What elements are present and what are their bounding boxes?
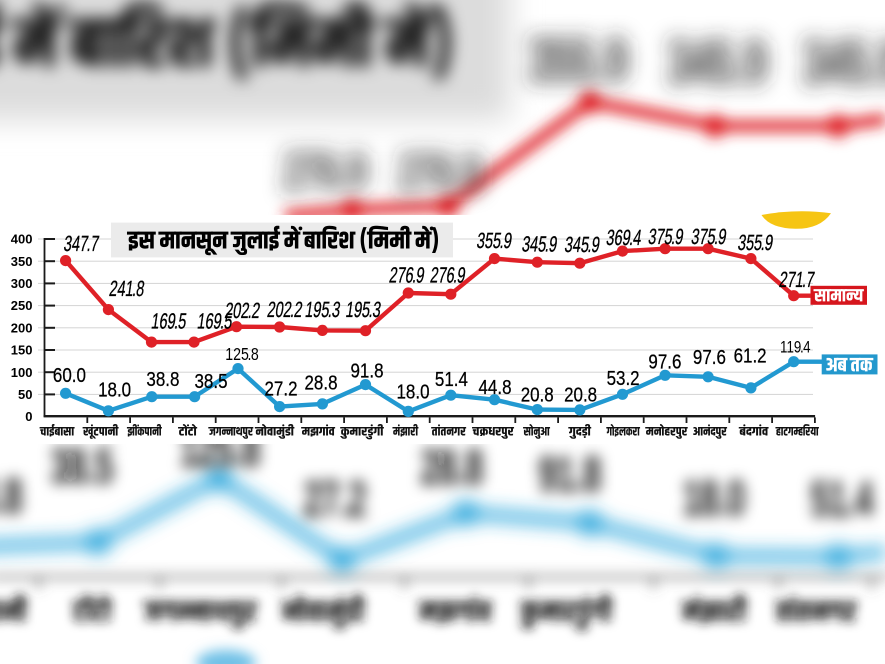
svg-text:400: 400 <box>11 232 33 247</box>
svg-text:51.4: 51.4 <box>435 367 468 390</box>
svg-text:91.8: 91.8 <box>539 446 601 502</box>
svg-text:345.9: 345.9 <box>521 232 559 257</box>
svg-text:20.8: 20.8 <box>564 383 597 406</box>
svg-text:375.9: 375.9 <box>690 224 728 249</box>
svg-text:27.2: 27.2 <box>304 471 366 527</box>
svg-text:51.4: 51.4 <box>811 471 874 527</box>
svg-text:38.8: 38.8 <box>146 367 179 390</box>
svg-text:355.9: 355.9 <box>528 26 627 97</box>
svg-text:38.5: 38.5 <box>194 370 227 393</box>
svg-text:8.8: 8.8 <box>0 468 22 524</box>
svg-text:276.9: 276.9 <box>429 263 467 288</box>
svg-text:347.7: 347.7 <box>62 231 100 256</box>
svg-text:355.9: 355.9 <box>736 230 774 255</box>
svg-text:53.2: 53.2 <box>607 367 640 390</box>
svg-text:169.5: 169.5 <box>196 309 234 334</box>
svg-text:0: 0 <box>25 409 32 424</box>
svg-text:350: 350 <box>11 254 33 269</box>
svg-text:18.0: 18.0 <box>98 378 131 401</box>
svg-text:202.2: 202.2 <box>223 298 261 323</box>
svg-text:369.4: 369.4 <box>605 225 643 250</box>
svg-text:250: 250 <box>11 298 33 313</box>
svg-text:91.8: 91.8 <box>350 359 383 382</box>
svg-text:27.2: 27.2 <box>264 377 297 400</box>
svg-text:195.3: 195.3 <box>304 297 342 322</box>
svg-text:18.0: 18.0 <box>683 470 745 526</box>
svg-text:97.6: 97.6 <box>648 350 681 373</box>
svg-text:97.6: 97.6 <box>693 345 726 368</box>
svg-text:50: 50 <box>18 387 32 402</box>
svg-text:119.4: 119.4 <box>780 338 811 357</box>
svg-text:375.9: 375.9 <box>647 224 685 249</box>
svg-text:300: 300 <box>11 276 33 291</box>
svg-text:150: 150 <box>11 343 33 358</box>
svg-text:276.9: 276.9 <box>283 140 367 201</box>
svg-text:18.0: 18.0 <box>396 380 429 403</box>
svg-text:28.8: 28.8 <box>421 439 483 495</box>
svg-text:61.2: 61.2 <box>734 344 767 367</box>
svg-text:345.9: 345.9 <box>563 232 601 257</box>
svg-text:355.9: 355.9 <box>475 228 513 253</box>
svg-text:60.0: 60.0 <box>53 363 86 386</box>
svg-text:241.8: 241.8 <box>108 276 146 301</box>
svg-text:345.9: 345.9 <box>802 28 885 99</box>
svg-text:195.3: 195.3 <box>344 297 382 322</box>
svg-text:271.7: 271.7 <box>778 267 816 292</box>
svg-text:44.8: 44.8 <box>478 376 511 399</box>
svg-text:125.8: 125.8 <box>225 346 259 365</box>
svg-text:28.8: 28.8 <box>304 371 337 394</box>
svg-text:100: 100 <box>11 365 33 380</box>
svg-text:169.5: 169.5 <box>150 309 188 334</box>
svg-text:38.5: 38.5 <box>51 438 113 494</box>
svg-text:20.8: 20.8 <box>521 383 554 406</box>
svg-text:276.9: 276.9 <box>398 141 482 202</box>
svg-text:200: 200 <box>11 320 33 335</box>
svg-text:345.9: 345.9 <box>667 28 766 99</box>
svg-text:202.2: 202.2 <box>266 297 304 322</box>
svg-text:276.9: 276.9 <box>388 263 426 288</box>
